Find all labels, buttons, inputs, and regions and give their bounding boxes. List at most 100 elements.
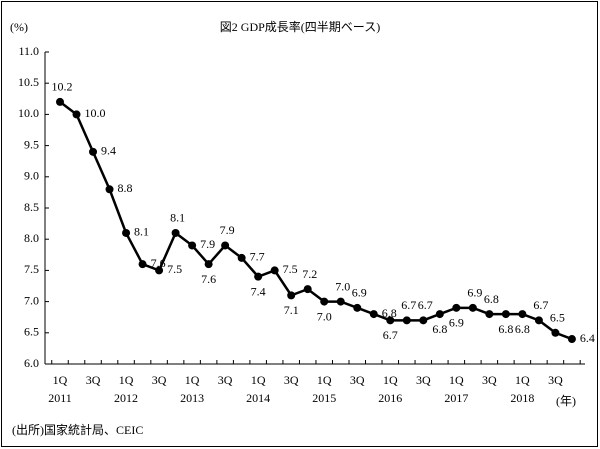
data-label: 8.8 — [118, 181, 133, 195]
y-unit: (%) — [10, 20, 28, 34]
marker — [122, 228, 131, 237]
marker — [270, 266, 279, 275]
marker — [155, 266, 164, 275]
y-tick-label: 8.0 — [24, 231, 39, 245]
y-tick-label: 7.0 — [24, 293, 39, 307]
x-tick-label: 1Q — [185, 373, 200, 387]
x-tick-label: 3Q — [416, 373, 431, 387]
data-label: 8.1 — [134, 225, 149, 239]
x-year-label: 2013 — [180, 391, 204, 405]
x-tick-label: 1Q — [119, 373, 134, 387]
x-tick-label: 3Q — [482, 373, 497, 387]
x-tick-label: 3Q — [548, 373, 563, 387]
data-label: 7.4 — [251, 284, 266, 298]
marker — [551, 328, 560, 337]
data-label: 7.5 — [167, 262, 182, 276]
x-tick-label: 1Q — [515, 373, 530, 387]
marker — [237, 253, 246, 262]
marker — [105, 185, 114, 194]
data-label: 7.2 — [302, 267, 317, 281]
data-label: 7.9 — [220, 223, 235, 237]
data-label: 7.5 — [283, 262, 298, 276]
x-tick-label: 1Q — [251, 373, 266, 387]
data-label: 7.0 — [335, 279, 350, 293]
data-label: 7.7 — [250, 250, 265, 264]
marker — [221, 241, 230, 250]
data-label: 7.6 — [201, 272, 216, 286]
y-tick-label: 10.5 — [18, 75, 39, 89]
x-tick-label: 1Q — [449, 373, 464, 387]
x-tick-label: 3Q — [152, 373, 167, 387]
marker — [89, 147, 98, 156]
marker — [171, 228, 180, 237]
data-label: 6.8 — [484, 292, 499, 306]
marker — [369, 310, 378, 319]
marker — [452, 303, 461, 312]
marker — [56, 97, 64, 106]
marker — [303, 285, 312, 294]
x-year-label: 2011 — [48, 391, 72, 405]
y-tick-label: 6.0 — [24, 356, 39, 370]
data-label: 7.9 — [200, 237, 215, 251]
x-tick-label: 3Q — [218, 373, 233, 387]
x-year-label: 2017 — [444, 391, 468, 405]
y-tick-label: 8.5 — [24, 200, 39, 214]
marker — [386, 316, 395, 325]
x-tick-label: 1Q — [53, 373, 68, 387]
data-label: 6.9 — [467, 286, 482, 300]
chart-title: 図2 GDP成長率(四半期ベース) — [220, 19, 380, 34]
y-tick-label: 7.5 — [24, 262, 39, 276]
marker — [402, 316, 411, 325]
x-year-label: 2012 — [114, 391, 138, 405]
x-year-label: 2016 — [378, 391, 402, 405]
marker — [336, 297, 345, 306]
data-label: 6.9 — [449, 316, 464, 330]
x-tick-label: 3Q — [350, 373, 365, 387]
y-tick-label: 11.0 — [18, 44, 39, 58]
x-year-label: 2014 — [246, 391, 270, 405]
data-label: 10.2 — [52, 80, 73, 94]
marker — [468, 303, 477, 312]
data-label: 6.8 — [382, 306, 397, 320]
data-label: 7.1 — [284, 303, 299, 317]
marker — [188, 241, 197, 250]
data-label: 10.0 — [85, 106, 106, 120]
marker — [501, 310, 510, 319]
marker — [72, 110, 81, 119]
data-label: 6.9 — [352, 286, 367, 300]
marker — [485, 310, 494, 319]
x-tick-label: 3Q — [284, 373, 299, 387]
marker — [353, 303, 362, 312]
marker — [204, 260, 213, 269]
data-label: 6.8 — [498, 322, 513, 336]
marker — [287, 291, 296, 300]
x-year-label: 2015 — [312, 391, 336, 405]
data-label: 6.8 — [432, 322, 447, 336]
data-label: 6.7 — [418, 298, 433, 312]
marker — [567, 335, 576, 344]
data-label: 9.4 — [101, 144, 116, 158]
y-tick-label: 9.5 — [24, 137, 39, 151]
x-tick-label: 1Q — [317, 373, 332, 387]
data-label: 6.7 — [533, 298, 548, 312]
x-tick-label: 1Q — [383, 373, 398, 387]
marker — [435, 310, 444, 319]
y-tick-label: 9.0 — [24, 169, 39, 183]
marker — [534, 316, 543, 325]
marker — [518, 310, 527, 319]
marker — [320, 297, 329, 306]
x-tick-label: 3Q — [86, 373, 101, 387]
marker — [138, 260, 147, 269]
source: (出所)国家統計局、CEIC — [12, 422, 143, 437]
marker — [419, 316, 428, 325]
data-label: 6.7 — [383, 328, 398, 342]
data-label: 6.7 — [401, 298, 416, 312]
x-unit: (年) — [556, 394, 576, 408]
marker — [254, 272, 263, 281]
y-tick-label: 10.0 — [18, 106, 39, 120]
x-year-label: 2018 — [510, 391, 534, 405]
data-label: 6.5 — [550, 311, 565, 325]
data-label: 7.6 — [151, 256, 166, 270]
